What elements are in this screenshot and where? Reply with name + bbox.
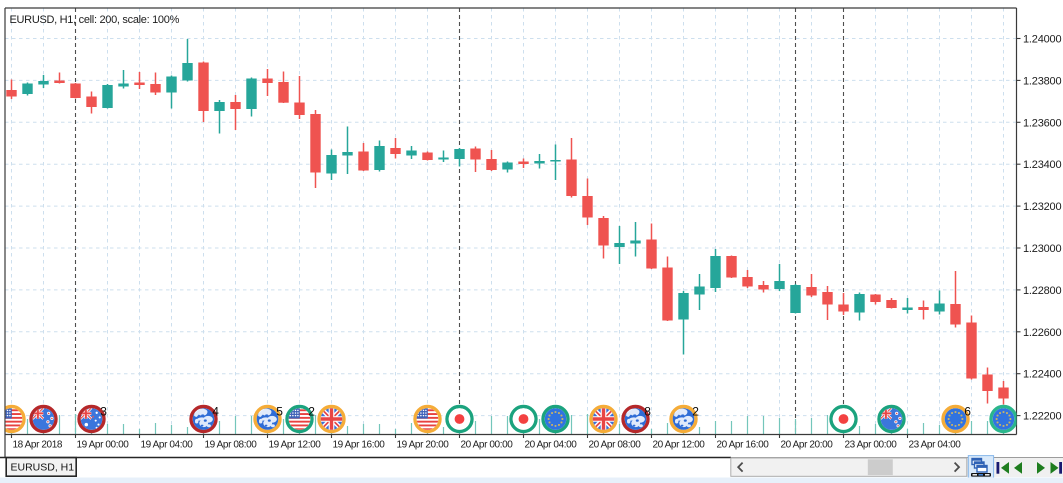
svg-text:1.22600: 1.22600 bbox=[1023, 327, 1061, 339]
svg-text:8: 8 bbox=[644, 405, 651, 419]
svg-text:20 Apr 20:00: 20 Apr 20:00 bbox=[781, 440, 834, 451]
svg-text:1.23000: 1.23000 bbox=[1023, 243, 1061, 255]
svg-text:1.22800: 1.22800 bbox=[1023, 285, 1061, 297]
svg-text:20 Apr 16:00: 20 Apr 16:00 bbox=[717, 440, 770, 451]
svg-text:4: 4 bbox=[212, 405, 219, 419]
svg-text:2: 2 bbox=[692, 405, 699, 419]
svg-text:19 Apr 16:00: 19 Apr 16:00 bbox=[333, 440, 386, 451]
svg-text:23 Apr 04:00: 23 Apr 04:00 bbox=[909, 440, 962, 451]
svg-text:19 Apr 12:00: 19 Apr 12:00 bbox=[269, 440, 322, 451]
svg-text:1.24000: 1.24000 bbox=[1023, 34, 1061, 46]
svg-text:20 Apr 08:00: 20 Apr 08:00 bbox=[589, 440, 642, 451]
svg-text:23 Apr 00:00: 23 Apr 00:00 bbox=[845, 440, 898, 451]
svg-text:1.23200: 1.23200 bbox=[1023, 201, 1061, 213]
svg-text:20 Apr 00:00: 20 Apr 00:00 bbox=[461, 440, 514, 451]
svg-text:1.22400: 1.22400 bbox=[1023, 369, 1061, 381]
svg-text:20 Apr 12:00: 20 Apr 12:00 bbox=[653, 440, 706, 451]
svg-text:2: 2 bbox=[308, 405, 315, 419]
svg-text:EURUSD, H1, cell: 200, scale:: EURUSD, H1, cell: 200, scale: 100% bbox=[10, 14, 180, 26]
svg-text:3: 3 bbox=[100, 405, 107, 419]
svg-text:1.23400: 1.23400 bbox=[1023, 159, 1061, 171]
svg-text:6: 6 bbox=[964, 405, 971, 419]
svg-text:1.22200: 1.22200 bbox=[1023, 411, 1061, 423]
svg-text:5: 5 bbox=[276, 405, 283, 419]
svg-text:19 Apr 20:00: 19 Apr 20:00 bbox=[397, 440, 450, 451]
svg-text:1.23800: 1.23800 bbox=[1023, 75, 1061, 87]
svg-text:1.23600: 1.23600 bbox=[1023, 117, 1061, 129]
svg-text:18 Apr 2018: 18 Apr 2018 bbox=[13, 440, 63, 451]
svg-text:19 Apr 08:00: 19 Apr 08:00 bbox=[205, 440, 258, 451]
svg-text:19 Apr 04:00: 19 Apr 04:00 bbox=[141, 440, 194, 451]
svg-text:EURUSD, H1: EURUSD, H1 bbox=[11, 462, 75, 474]
svg-text:19 Apr 00:00: 19 Apr 00:00 bbox=[77, 440, 130, 451]
svg-text:20 Apr 04:00: 20 Apr 04:00 bbox=[525, 440, 578, 451]
